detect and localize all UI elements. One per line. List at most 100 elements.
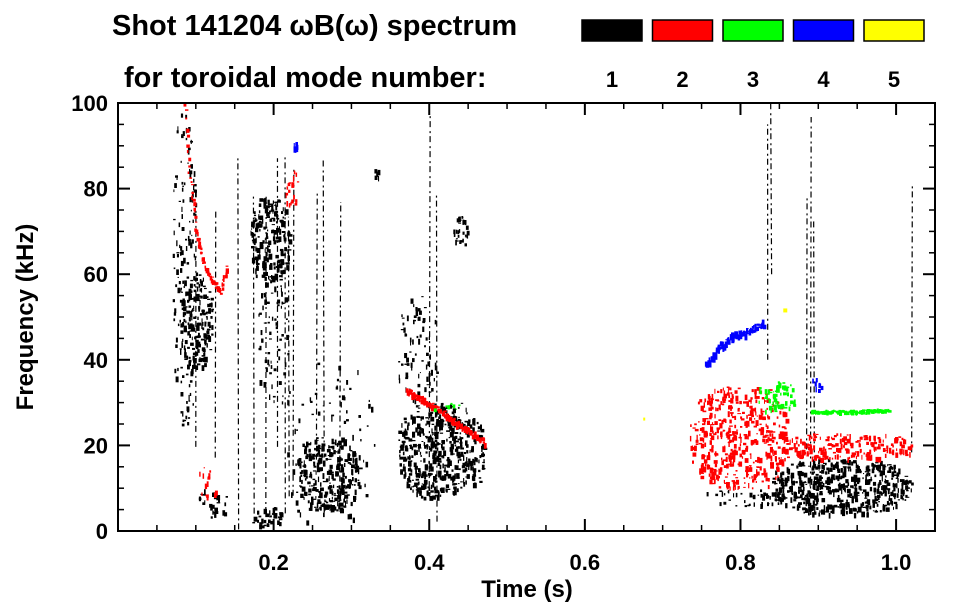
spectral-point xyxy=(732,437,735,439)
spectral-point xyxy=(904,499,907,501)
spectral-point xyxy=(268,249,271,253)
spectral-point xyxy=(480,428,485,433)
spectral-point xyxy=(803,501,806,505)
spectral-point xyxy=(295,172,298,177)
spectral-point xyxy=(711,476,716,481)
spectral-point xyxy=(327,458,332,460)
spectral-point xyxy=(748,465,752,467)
spectral-point xyxy=(403,430,408,436)
spectral-point xyxy=(313,465,317,468)
spectral-point xyxy=(317,476,320,483)
spectral-point xyxy=(316,445,319,452)
spectral-point xyxy=(726,386,730,388)
spectral-point xyxy=(408,460,412,467)
spectral-point xyxy=(740,330,743,332)
spectral-point xyxy=(258,214,260,218)
spectral-point xyxy=(415,427,418,433)
spectral-point xyxy=(323,507,325,513)
spectral-point xyxy=(475,434,479,439)
spectral-point xyxy=(252,522,256,524)
spectral-point xyxy=(277,199,281,203)
spectral-point xyxy=(280,305,282,309)
spectral-point xyxy=(191,316,193,321)
spectral-point xyxy=(417,383,421,388)
spectral-point xyxy=(439,425,443,431)
spectral-point xyxy=(882,464,886,467)
spectral-point xyxy=(798,503,801,508)
spectral-point xyxy=(759,390,762,395)
spectral-point xyxy=(780,472,783,478)
spectral-point xyxy=(428,336,430,340)
spectral-point xyxy=(346,499,348,504)
spectral-point xyxy=(264,248,266,253)
spectral-point xyxy=(858,485,862,490)
spectral-point xyxy=(843,471,847,478)
spectral-point xyxy=(779,479,782,483)
spectral-point xyxy=(781,471,785,476)
spectral-point xyxy=(225,268,229,273)
spectral-point xyxy=(446,410,448,416)
spectral-point xyxy=(794,447,798,453)
spectral-point xyxy=(832,409,835,413)
spectral-point xyxy=(195,339,199,343)
spectral-point xyxy=(735,477,739,479)
spectral-point xyxy=(196,363,201,366)
spectral-point xyxy=(899,479,902,483)
spectral-point xyxy=(816,492,819,497)
spectral-point xyxy=(745,447,748,452)
spectral-point xyxy=(901,483,904,490)
spectral-point xyxy=(339,457,342,460)
spectral-point xyxy=(415,489,418,491)
spectral-point xyxy=(778,433,783,440)
spectral-point xyxy=(770,456,772,461)
spectral-point xyxy=(721,491,724,497)
spectral-point xyxy=(182,300,186,306)
spectral-point xyxy=(333,495,337,497)
spectral-point xyxy=(310,473,313,479)
spectral-point xyxy=(466,412,468,415)
spectral-point xyxy=(399,378,400,380)
spectral-point xyxy=(755,396,760,399)
spectral-point xyxy=(842,472,845,477)
spectral-point xyxy=(776,463,779,466)
spectral-point xyxy=(190,181,193,183)
spectral-point xyxy=(757,456,760,462)
spectral-point xyxy=(901,444,905,449)
spectral-point xyxy=(297,459,299,466)
spectral-point xyxy=(447,405,451,410)
spectral-point xyxy=(321,446,324,452)
spectral-point xyxy=(743,477,746,479)
spectral-point xyxy=(188,157,192,162)
spectral-point xyxy=(288,182,292,184)
spectral-point xyxy=(332,506,337,511)
spectral-point xyxy=(767,416,771,420)
spectral-point xyxy=(286,201,289,207)
spectral-point xyxy=(422,318,426,323)
spectral-point xyxy=(310,441,312,445)
spectral-point xyxy=(355,457,358,464)
spectral-point xyxy=(788,406,791,412)
spectral-point xyxy=(479,438,482,443)
spectral-point xyxy=(189,392,192,396)
spectral-point xyxy=(744,505,747,508)
spectral-point xyxy=(777,492,780,498)
spectral-point xyxy=(373,444,376,447)
spectral-point xyxy=(187,322,190,326)
spectral-point xyxy=(714,421,718,425)
spectral-point xyxy=(430,369,433,376)
spectral-point xyxy=(819,447,823,452)
spectral-point xyxy=(270,292,274,294)
spectral-point xyxy=(416,416,421,418)
spectral-point xyxy=(852,412,854,415)
spectral-point xyxy=(720,433,723,440)
spectral-point xyxy=(343,498,345,503)
spectral-point xyxy=(819,485,821,490)
spectral-point xyxy=(857,469,860,473)
spectral-point xyxy=(181,342,183,348)
spectral-point xyxy=(336,463,340,469)
spectral-point xyxy=(188,324,191,330)
spectral-point xyxy=(416,492,418,498)
spectral-point xyxy=(764,397,768,399)
spectral-point xyxy=(777,381,780,384)
